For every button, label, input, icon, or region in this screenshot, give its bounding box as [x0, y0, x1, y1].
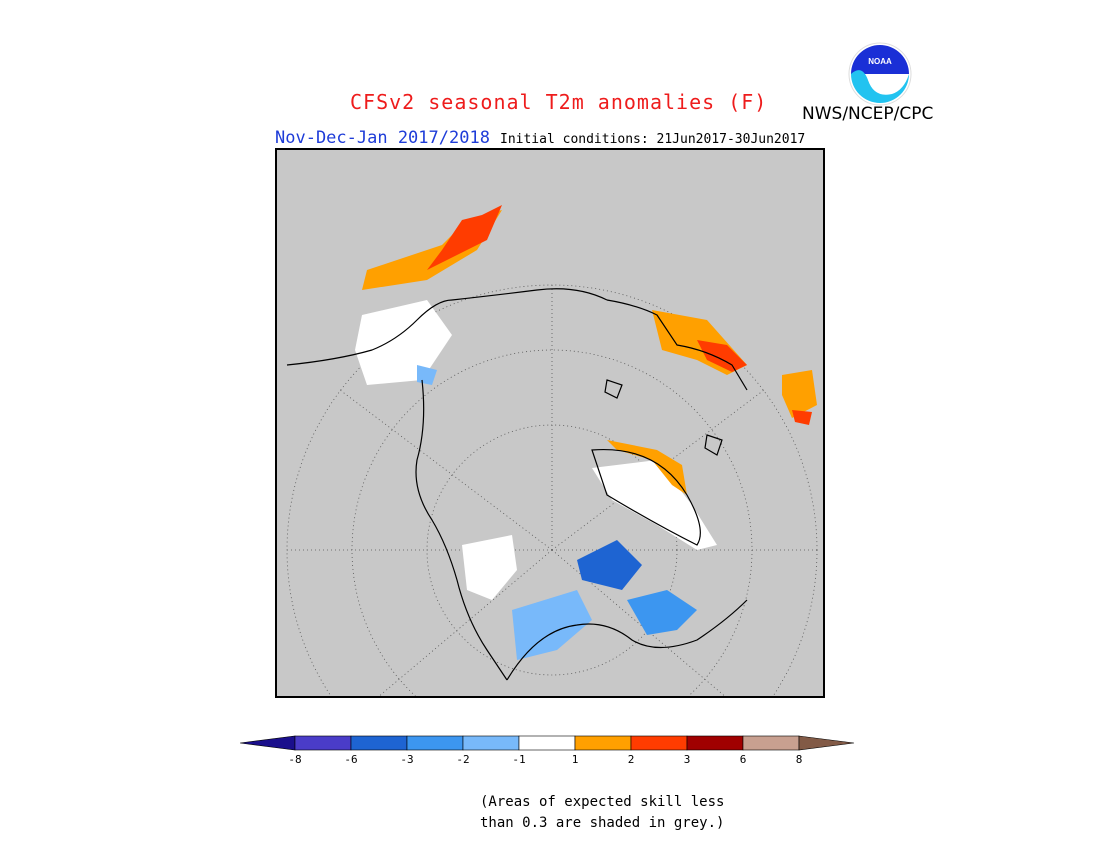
legend-swatch	[518, 735, 576, 751]
legend-swatch	[798, 735, 855, 751]
footnote-line-2: than 0.3 are shaded in grey.)	[480, 815, 725, 831]
legend-swatch	[406, 735, 464, 751]
warm-region	[782, 370, 817, 418]
footnote-line-1: (Areas of expected skill less	[480, 794, 725, 810]
neutral-region	[462, 535, 517, 600]
season-label: Nov-Dec-Jan 2017/2018	[275, 128, 490, 148]
warm-region	[427, 205, 502, 270]
forecast-map	[275, 148, 825, 698]
legend-swatch	[294, 735, 352, 751]
legend-tick-label: -6	[344, 753, 358, 766]
legend-tick-label: -2	[456, 753, 470, 766]
warm-region	[697, 340, 747, 372]
cool-region	[577, 540, 642, 590]
noaa-logo-text: NOAA	[868, 57, 892, 66]
warm-region	[792, 410, 812, 425]
legend-swatch	[350, 735, 408, 751]
neutral-region	[592, 460, 717, 550]
legend-tick-label: 3	[683, 753, 691, 766]
legend-tick-label: -1	[512, 753, 526, 766]
warm-region	[607, 440, 687, 495]
legend-swatch	[462, 735, 520, 751]
coastlines	[286, 288, 748, 681]
initial-conditions-label: Initial conditions: 21Jun2017-30Jun2017	[500, 132, 806, 147]
legend-swatch	[240, 735, 296, 751]
meridians	[287, 285, 817, 696]
legend-swatch	[574, 735, 632, 751]
neutral-region	[355, 300, 452, 385]
legend-tick-label: 2	[627, 753, 635, 766]
legend-tick-label: 8	[795, 753, 803, 766]
noaa-logo: NOAA	[848, 42, 912, 106]
legend-tick-label: -8	[288, 753, 302, 766]
legend-tick-label: 1	[571, 753, 579, 766]
legend-swatch	[630, 735, 688, 751]
skill-footnote: (Areas of expected skill less than 0.3 a…	[480, 792, 724, 834]
polar-map-svg	[286, 205, 818, 696]
legend-tick-label: -3	[400, 753, 414, 766]
cool-region	[417, 365, 437, 385]
legend-swatch	[686, 735, 744, 751]
color-legend	[240, 735, 855, 751]
legend-swatch	[742, 735, 800, 751]
legend-tick-label: 6	[739, 753, 747, 766]
cool-region	[627, 590, 697, 635]
cool-region	[512, 590, 592, 660]
chart-title: CFSv2 seasonal T2m anomalies (F)	[350, 90, 768, 114]
agency-label: NWS/NCEP/CPC	[802, 104, 934, 124]
